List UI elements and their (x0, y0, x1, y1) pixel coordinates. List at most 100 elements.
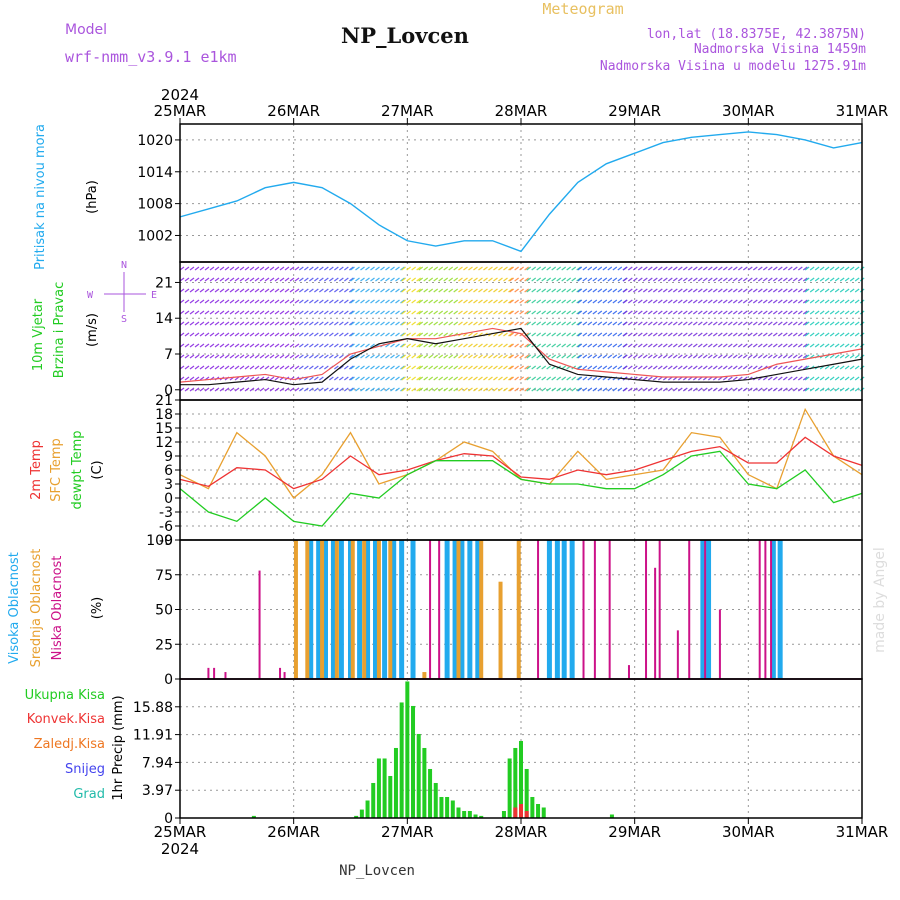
wind-barb (239, 343, 245, 348)
wind-barb (687, 332, 693, 337)
wind-barb (289, 387, 295, 392)
wind-barb (566, 376, 572, 381)
wind-barb (503, 299, 508, 304)
wind-barb (483, 387, 488, 392)
wind-barb (194, 299, 200, 304)
wind-barb (219, 321, 225, 326)
wind-barb (448, 365, 454, 370)
wind-barb (401, 343, 407, 348)
wind-barb (536, 376, 542, 381)
wind-barb (707, 332, 713, 337)
wind-barb (343, 310, 349, 315)
wind-barb (360, 387, 365, 392)
cloud-label-1: Visoka Oblacnost (7, 552, 22, 664)
wind-barb (797, 277, 803, 282)
wind-barb (677, 299, 683, 304)
wind-barb (350, 343, 355, 348)
wind-barb (692, 277, 698, 282)
wind-barb (524, 266, 529, 271)
wind-barb (279, 365, 285, 370)
wind-barb (662, 310, 668, 315)
wind-barb (612, 387, 618, 392)
cloud-bar (718, 609, 721, 679)
wind-barb (519, 288, 524, 293)
wind-barb (707, 277, 713, 282)
wind-barb (642, 354, 648, 359)
wind-barb (249, 354, 255, 359)
wind-barb (303, 332, 309, 337)
wind-barb (577, 332, 583, 337)
wind-barb (298, 343, 304, 348)
wind-barb (697, 277, 703, 282)
wind-barb (677, 332, 683, 337)
wind-barb (350, 376, 355, 381)
wind-barb (597, 288, 603, 293)
wind-barb (318, 354, 324, 359)
wind-barb (767, 310, 773, 315)
wind-barb (566, 354, 572, 359)
wind-barb (762, 266, 768, 271)
wind-barb (814, 277, 820, 282)
wind-barb (592, 354, 598, 359)
wind-barb (582, 321, 588, 326)
wind-barb (269, 343, 275, 348)
wind-barb (458, 387, 463, 392)
wind-barb (782, 277, 788, 282)
wind-barb (757, 299, 763, 304)
wind-barb (219, 387, 225, 392)
wind-barb (239, 299, 245, 304)
wind-barb (423, 266, 429, 271)
wind-barb (323, 332, 329, 337)
wind-barb (524, 288, 529, 293)
wind-barb (509, 321, 514, 326)
wind-barb (617, 310, 623, 315)
wind-barb (400, 387, 405, 392)
wind-barb (772, 266, 778, 271)
y-tick-label: 12 (155, 435, 173, 451)
wind-barb (433, 321, 439, 326)
cloud-bar (479, 540, 484, 679)
wind-barb (849, 299, 855, 304)
wind-barb (443, 299, 449, 304)
wind-barb (607, 277, 613, 282)
precip-bar (524, 810, 529, 818)
wind-barb (401, 354, 407, 359)
wind-barb (829, 310, 835, 315)
wind-barb (657, 354, 663, 359)
cloud-bar (399, 540, 405, 679)
wind-barb (279, 332, 285, 337)
wind-barb (375, 332, 380, 337)
wind-barb (194, 376, 200, 381)
wind-barb (524, 343, 529, 348)
wind-barb (401, 310, 407, 315)
wind-barb (737, 387, 743, 392)
wind-barb (375, 387, 380, 392)
y-tick-label: 3 (164, 477, 173, 493)
wind-barb (577, 310, 583, 315)
wind-barb (727, 321, 733, 326)
wind-barb (687, 343, 693, 348)
wind-barb (229, 299, 235, 304)
wind-barb (395, 277, 400, 282)
wind-barb (473, 299, 478, 304)
wind-barb (834, 277, 840, 282)
wind-barb (318, 266, 324, 271)
cloud-bar (338, 540, 344, 679)
wind-barb (249, 365, 255, 370)
wind-barb (284, 387, 290, 392)
wind-barb (797, 310, 803, 315)
wind-barb (602, 310, 608, 315)
wind-barb (274, 343, 280, 348)
wind-barb (707, 310, 713, 315)
wind-barb (269, 332, 275, 337)
wind-barb (328, 343, 334, 348)
wind-barb (199, 299, 205, 304)
wind-barb (844, 266, 850, 271)
wind-barb (627, 310, 633, 315)
wind-barb (448, 332, 454, 337)
wind-barb (551, 321, 557, 326)
cloud-bar (348, 540, 353, 679)
wind-barb (824, 299, 830, 304)
wind-barb (509, 310, 514, 315)
